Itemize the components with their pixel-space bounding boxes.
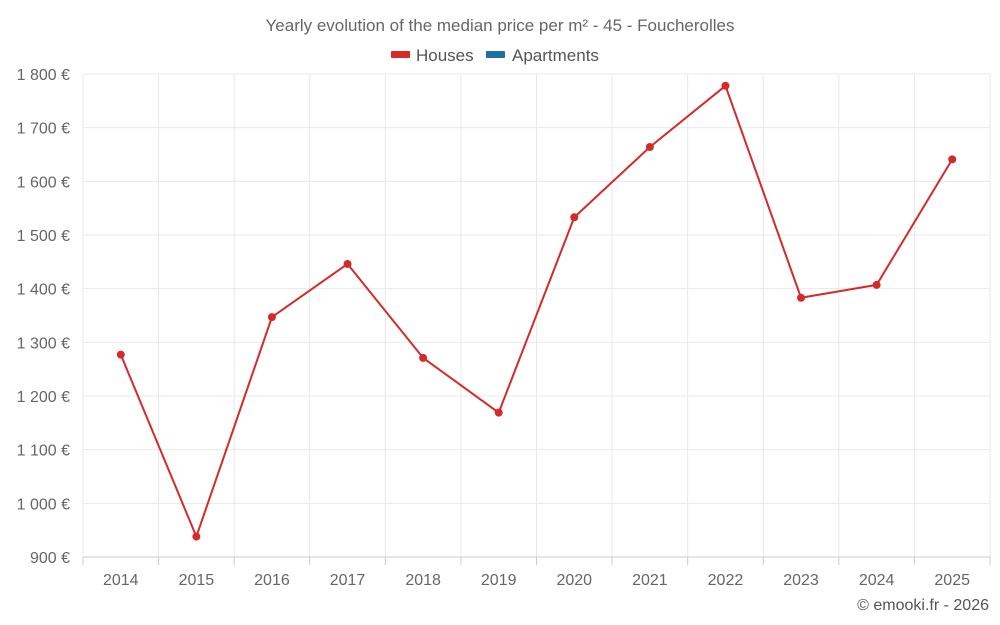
x-tick-label: 2023: [783, 572, 819, 589]
y-tick-label: 900 €: [30, 550, 70, 567]
legend-swatch-houses: [391, 51, 410, 58]
data-point-houses[interactable]: [721, 81, 730, 90]
y-tick-label: 1 100 €: [17, 443, 70, 460]
y-tick-label: 1 200 €: [17, 389, 70, 406]
data-point-houses[interactable]: [872, 280, 881, 289]
legend-swatch-apartments: [486, 51, 505, 58]
credit-text: © emooki.fr - 2026: [857, 597, 989, 614]
y-tick-label: 1 700 €: [17, 121, 70, 138]
y-tick-label: 1 600 €: [17, 174, 70, 191]
x-tick-label: 2014: [103, 572, 139, 589]
data-point-houses[interactable]: [116, 350, 125, 359]
x-tick-label: 2015: [179, 572, 215, 589]
x-tick-label: 2025: [934, 572, 970, 589]
x-tick-label: 2021: [632, 572, 668, 589]
data-point-houses[interactable]: [570, 213, 579, 222]
data-point-houses[interactable]: [267, 313, 276, 322]
data-point-houses[interactable]: [797, 293, 806, 302]
x-tick-label: 2019: [481, 572, 517, 589]
x-tick-label: 2022: [708, 572, 744, 589]
legend-item-apartments[interactable]: Apartments: [486, 46, 599, 65]
x-tick-label: 2020: [556, 572, 592, 589]
x-tick-label: 2017: [330, 572, 366, 589]
data-point-houses[interactable]: [494, 408, 503, 417]
y-tick-label: 1 000 €: [17, 496, 70, 513]
x-tick-label: 2024: [859, 572, 895, 589]
grid: [82, 73, 991, 558]
x-axis-ticks: 2014 2015 2016 2017 2018 2019 2020 2021 2022 2023…: [82, 557, 991, 589]
y-tick-label: 1 500 €: [17, 228, 70, 245]
data-point-houses[interactable]: [419, 353, 428, 362]
x-tick-label: 2018: [405, 572, 441, 589]
data-point-houses[interactable]: [948, 155, 957, 164]
y-tick-label: 1 300 €: [17, 335, 70, 352]
data-point-houses[interactable]: [343, 259, 352, 268]
data-point-houses[interactable]: [645, 142, 654, 151]
data-point-houses[interactable]: [192, 532, 201, 541]
series-line-houses: [119, 84, 954, 538]
y-tick-label: 1 400 €: [17, 282, 70, 299]
legend-label-houses: Houses: [416, 46, 474, 65]
chart-title: Yearly evolution of the median price per…: [266, 16, 735, 35]
legend-item-houses[interactable]: Houses: [391, 46, 474, 65]
y-axis-ticks: 900 € 1 000 € 1 100 € 1 200 € 1 300 € 1 400 €…: [17, 67, 70, 567]
y-tick-label: 1 800 €: [17, 67, 70, 84]
legend: Houses Apartments: [391, 46, 599, 65]
x-tick-label: 2016: [254, 572, 290, 589]
legend-label-apartments: Apartments: [512, 46, 599, 65]
series: [116, 81, 957, 541]
